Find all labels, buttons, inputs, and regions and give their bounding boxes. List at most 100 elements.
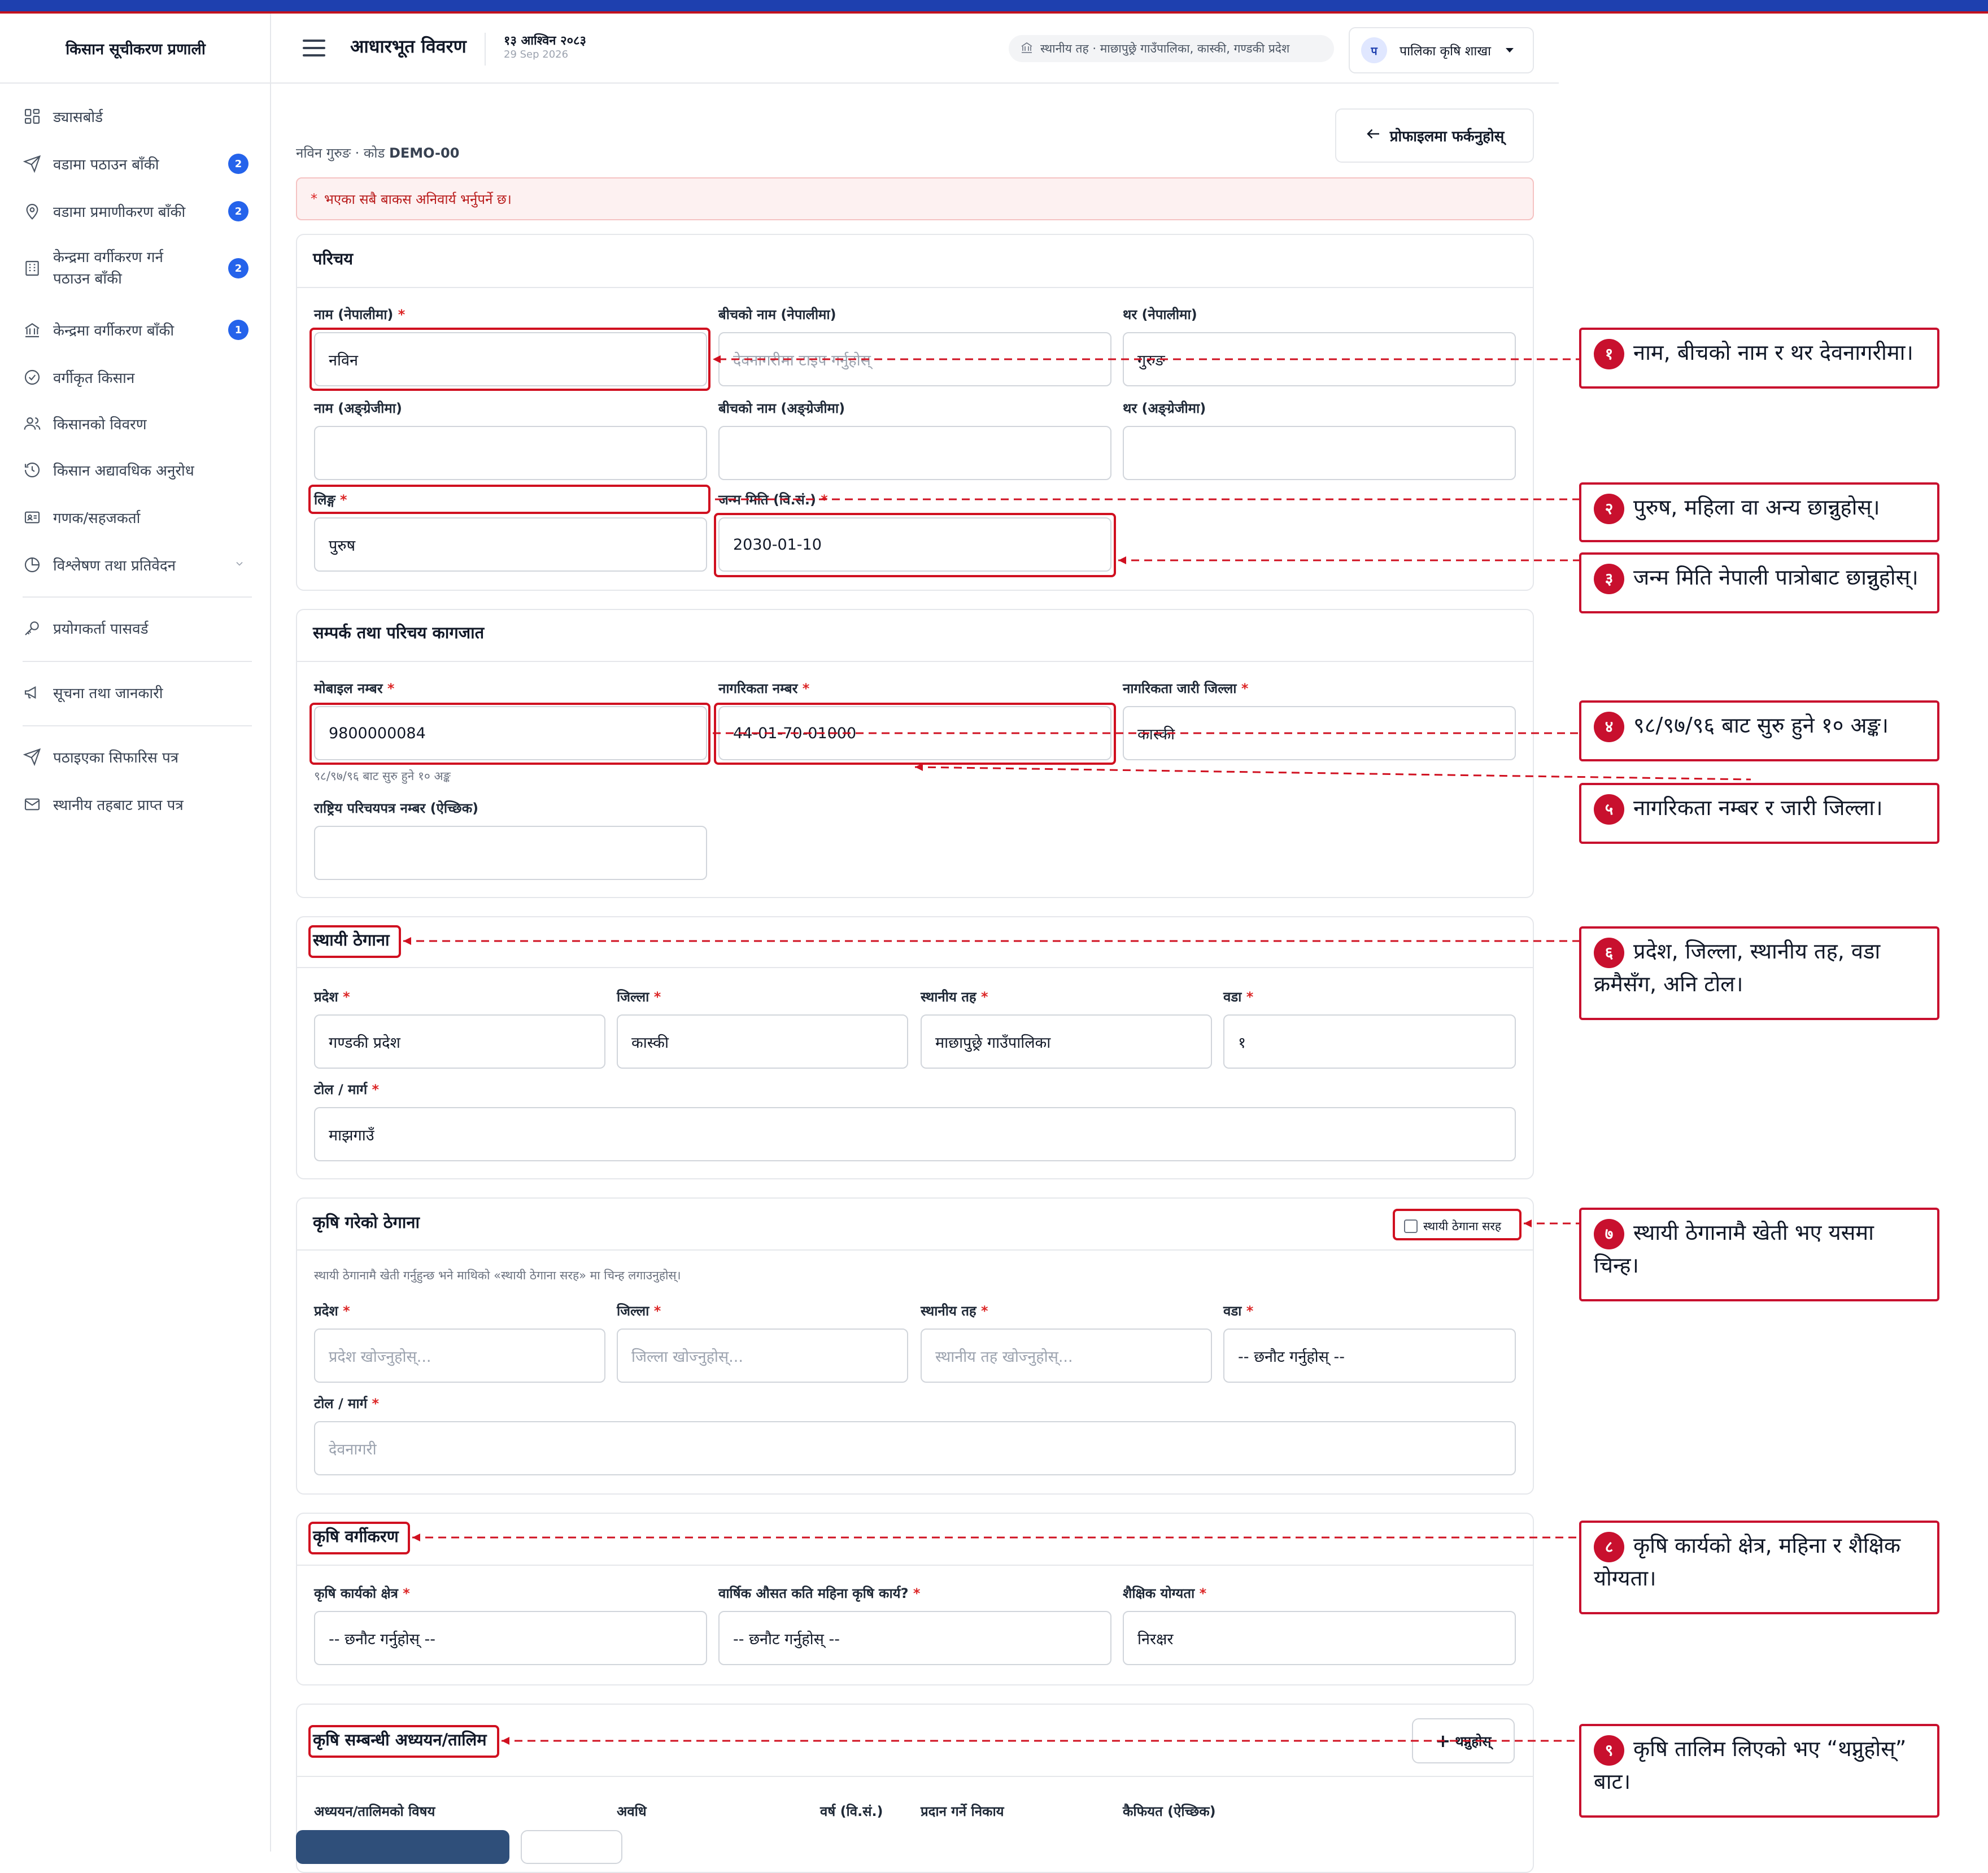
location-text: स्थानीय तह · माछापुछ्रे गाउँपालिका, कास्… — [1040, 42, 1290, 55]
sidebar-item-label: पठाइएका सिफारिस पत्र — [53, 750, 179, 766]
map-pin-icon — [23, 202, 42, 221]
farm-district-label: जिल्ला * — [617, 1303, 661, 1319]
annotation-text: कृषि तालिम लिएको भए “थप्नुहोस्” बाट। — [1594, 1736, 1907, 1794]
sidebar-item-label: किसानको विवरण — [53, 416, 147, 433]
mobile-input[interactable]: 9800000084 — [314, 706, 707, 760]
sidebar-item-label: गणक/सहजकर्ता — [53, 510, 141, 527]
perm-local-select[interactable]: माछापुछ्रे गाउँपालिका — [921, 1014, 1212, 1069]
sidebar-item-ward-verify-pending[interactable]: वडामा प्रमाणीकरण बाँकी 2 — [23, 199, 249, 224]
nid-input[interactable] — [314, 826, 707, 880]
sidebar-item-received-letters[interactable]: स्थानीय तहबाट प्राप्त पत्र — [23, 792, 249, 817]
name-np-label: नाम (नेपालीमा) * — [314, 307, 406, 323]
annotation-text: जन्म मिति नेपाली पात्रोबाट छान्नुहोस्। — [1633, 565, 1919, 590]
annotation-number: ८ — [1594, 1531, 1624, 1562]
training-col-provider: प्रदान गर्ने निकाय — [921, 1804, 1004, 1819]
sidebar-item-center-send-pending[interactable]: केन्द्रमा वर्गीकरण गर्न पठाउन बाँकी 2 — [23, 243, 249, 294]
annotation-9: ९ कृषि तालिम लिएको भए “थप्नुहोस्” बाट। — [1579, 1724, 1939, 1818]
sidebar-item-password[interactable]: प्रयोगकर्ता पासवर्ड — [23, 616, 249, 641]
header-divider — [485, 33, 486, 66]
id-card-icon — [23, 508, 42, 527]
mobile-label: मोबाइल नम्बर * — [314, 681, 395, 696]
save-button[interactable] — [296, 1830, 509, 1864]
annotation-2: २ पुरुष, महिला वा अन्य छान्नुहोस्। — [1579, 482, 1939, 542]
perm-district-select[interactable]: कास्की — [617, 1014, 908, 1069]
farm-hint: स्थायी ठेगानामै खेती गर्नुहुन्छ भने माथि… — [314, 1269, 681, 1282]
citizenship-district-select[interactable]: कास्की — [1123, 706, 1516, 760]
highlight-same-checkbox — [1393, 1209, 1521, 1240]
training-col-remarks: कैफियत (ऐच्छिक) — [1123, 1804, 1216, 1819]
sidebar-item-sent-letters[interactable]: पठाइएका सिफारिस पत्र — [23, 744, 249, 769]
checkbox-box[interactable] — [1404, 1219, 1418, 1233]
farm-months-select[interactable]: -- छनौट गर्नुहोस् -- — [718, 1611, 1111, 1665]
sidebar-item-label: स्थानीय तहबाट प्राप्त पत्र — [53, 797, 184, 814]
farm-area-select[interactable]: -- छनौट गर्नुहोस् -- — [314, 1611, 707, 1665]
secondary-button[interactable] — [521, 1830, 622, 1864]
sidebar-item-notices[interactable]: सूचना तथा जानकारी — [23, 680, 249, 705]
farm-ward-select[interactable]: -- छनौट गर्नुहोस् -- — [1223, 1328, 1516, 1383]
name-en-input[interactable] — [314, 426, 707, 480]
sidebar-item-classified-farmers[interactable]: वर्गीकृत किसान — [23, 365, 249, 390]
card-divider — [297, 1776, 1533, 1777]
middle-en-label: बीचको नाम (अङ्ग्रेजीमा) — [718, 400, 845, 416]
count-badge: 2 — [228, 201, 249, 221]
gender-select[interactable]: पुरुष — [314, 517, 707, 572]
menu-icon[interactable] — [303, 40, 325, 58]
key-icon — [23, 618, 42, 638]
farm-district-search[interactable]: जिल्ला खोज्नुहोस्... — [617, 1328, 908, 1383]
highlight-training-title — [308, 1725, 499, 1758]
name-np-input[interactable]: नविन — [314, 332, 707, 386]
education-label: शैक्षिक योग्यता * — [1123, 1585, 1207, 1601]
perm-tole-input[interactable]: माझगाउँ — [314, 1107, 1516, 1161]
sidebar-item-update-requests[interactable]: किसान अद्यावधिक अनुरोध — [23, 458, 249, 482]
citizenship-district-label: नागरिकता जारी जिल्ला * — [1123, 681, 1249, 696]
sidebar-item-label: वडामा पठाउन बाँकी — [53, 156, 159, 173]
farm-local-search[interactable]: स्थानीय तह खोज्नुहोस्... — [921, 1328, 1212, 1383]
annotation-text: ९८/९७/९६ बाट सुरु हुने १० अङ्क। — [1633, 713, 1889, 738]
highlight-permanent-title — [308, 925, 401, 958]
add-training-button[interactable]: + थप्नुहोस् — [1412, 1718, 1515, 1763]
send-icon — [23, 747, 42, 766]
same-as-permanent-checkbox[interactable]: स्थायी ठेगाना सरह — [1398, 1213, 1521, 1239]
intro-title: परिचय — [313, 249, 354, 268]
sidebar-item-ward-send-pending[interactable]: वडामा पठाउन बाँकी 2 — [23, 151, 249, 176]
surname-np-input[interactable]: गुरुङ — [1123, 332, 1516, 386]
annotation-text: प्रदेश, जिल्ला, स्थानीय तह, वडा क्रमैसँग… — [1594, 939, 1881, 996]
sidebar-item-label: विश्लेषण तथा प्रतिवेदन — [53, 557, 176, 574]
annotation-number: ९ — [1594, 1735, 1624, 1766]
middle-np-input[interactable]: देवनागरीमा टाइप गर्नुहोस् — [718, 332, 1111, 386]
sidebar-item-center-classify-pending[interactable]: केन्द्रमा वर्गीकरण बाँकी 1 — [23, 317, 249, 342]
back-to-profile-button[interactable]: प्रोफाइलमा फर्कनुहोस् — [1335, 108, 1534, 163]
date-bs: १३ आश्विन २०८३ — [504, 34, 586, 48]
annotation-3: ३ जन्म मिति नेपाली पात्रोबाट छान्नुहोस्। — [1579, 552, 1939, 613]
highlight-classification-title — [308, 1522, 410, 1554]
sidebar-item-farmer-details[interactable]: किसानको विवरण — [23, 411, 249, 436]
user-menu-button[interactable]: प पालिका कृषि शाखा — [1349, 27, 1534, 73]
farm-province-search[interactable]: प्रदेश खोज्नुहोस्... — [314, 1328, 605, 1383]
count-badge: 2 — [228, 154, 249, 174]
building-icon — [23, 259, 42, 278]
education-select[interactable]: निरक्षर — [1123, 1611, 1516, 1665]
middle-en-input[interactable] — [718, 426, 1111, 480]
training-col-subject: अध्ययन/तालिमको विषय — [314, 1804, 435, 1819]
sidebar-item-enumerators[interactable]: गणक/सहजकर्ता — [23, 505, 249, 530]
sidebar-divider — [23, 596, 252, 598]
annotation-text: कृषि कार्यको क्षेत्र, महिना र शैक्षिक यो… — [1594, 1533, 1901, 1591]
user-name: पालिका कृषि शाखा — [1400, 44, 1492, 59]
sidebar-item-dashboard[interactable]: ड्यासबोर्ड — [23, 104, 249, 129]
count-badge: 1 — [228, 320, 249, 340]
dob-input[interactable]: 2030-01-10 — [718, 517, 1111, 572]
card-divider — [297, 661, 1533, 662]
surname-en-input[interactable] — [1123, 426, 1516, 480]
annotation-number: ३ — [1594, 563, 1624, 594]
perm-province-select[interactable]: गण्डकी प्रदेश — [314, 1014, 605, 1069]
annotation-8: ८ कृषि कार्यको क्षेत्र, महिना र शैक्षिक य… — [1579, 1521, 1939, 1614]
farm-tole-input[interactable]: देवनागरी — [314, 1421, 1516, 1475]
add-training-label: थप्नुहोस् — [1455, 1733, 1492, 1749]
sidebar-divider — [23, 725, 252, 726]
sidebar-item-label: सूचना तथा जानकारी — [53, 685, 163, 702]
history-icon — [23, 460, 42, 480]
check-circle-icon — [23, 368, 42, 387]
perm-ward-select[interactable]: १ — [1223, 1014, 1516, 1069]
sidebar-item-analysis-reports[interactable]: विश्लेषण तथा प्रतिवेदन — [23, 552, 249, 577]
mail-icon — [23, 795, 42, 814]
